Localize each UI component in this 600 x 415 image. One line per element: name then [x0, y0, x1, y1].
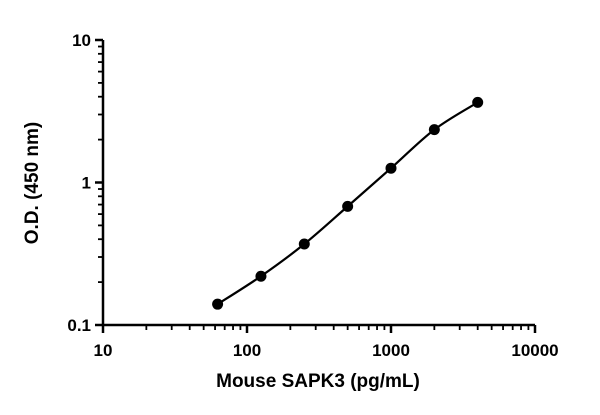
x-tick-label: 10000 [511, 341, 558, 360]
data-point [472, 96, 484, 108]
data-point [298, 238, 310, 250]
x-tick-label: 10 [94, 341, 113, 360]
x-axis-title: Mouse SAPK3 (pg/mL) [216, 371, 420, 392]
data-point [428, 124, 440, 136]
y-axis: 0.1 1 10 [67, 31, 105, 335]
y-tick-label: 0.1 [67, 316, 91, 335]
x-tick-label: 1000 [372, 341, 410, 360]
x-axis: 10 100 1000 10000 [94, 323, 559, 360]
plot-area [212, 96, 484, 310]
y-tick-label: 10 [72, 31, 91, 50]
x-tick-label: 100 [233, 341, 261, 360]
data-point [255, 270, 267, 282]
y-axis-title: O.D. (450 nm) [22, 122, 43, 244]
data-point [385, 162, 397, 174]
data-point [212, 298, 224, 310]
data-point [342, 200, 354, 212]
data-points-layer [212, 96, 484, 310]
y-tick-label: 1 [82, 174, 91, 193]
